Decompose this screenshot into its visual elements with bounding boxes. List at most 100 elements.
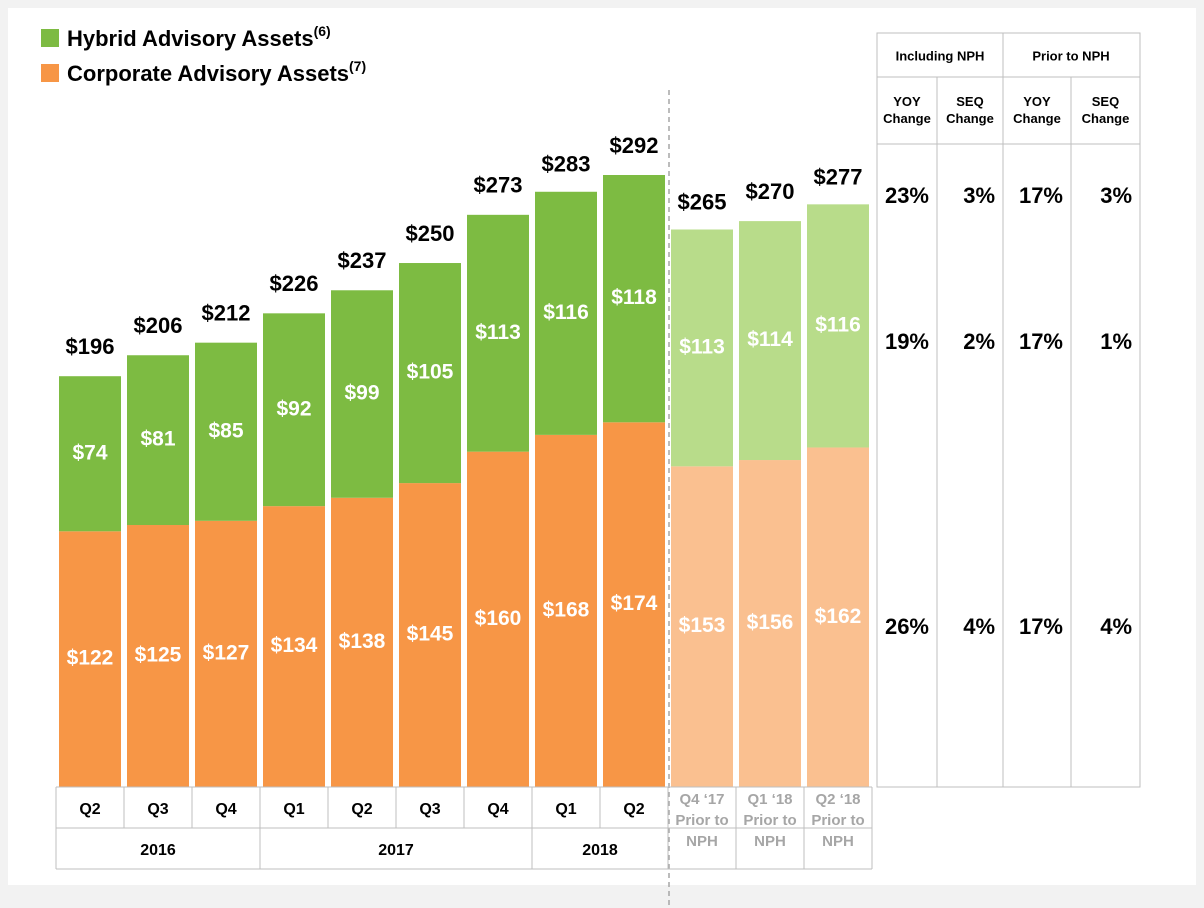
total-label: $196 bbox=[66, 334, 115, 359]
table-column: SEQ Change bbox=[1081, 94, 1130, 126]
x-tick-label: Q4 bbox=[215, 801, 236, 818]
total-label: $270 bbox=[746, 179, 795, 204]
x-tick-label: Q4 bbox=[487, 801, 508, 818]
x-tick-label: Q3 bbox=[419, 801, 440, 818]
table-column: SEQ Change bbox=[946, 94, 994, 126]
table-border bbox=[876, 32, 1141, 788]
x-tick-label-box: Q2 ‘18 Prior to NPH bbox=[811, 791, 865, 850]
table-column: YOY Change bbox=[1013, 94, 1061, 126]
legend-swatch bbox=[41, 64, 59, 82]
table-cell: 3% bbox=[963, 183, 995, 208]
bar-segment bbox=[603, 422, 665, 787]
x-tick-label: Q2 bbox=[351, 801, 372, 818]
table-cell: 4% bbox=[1100, 614, 1132, 639]
table-cell: 23% bbox=[885, 183, 929, 208]
bar-segment bbox=[739, 460, 801, 787]
value-label: $118 bbox=[611, 286, 657, 309]
value-label: $125 bbox=[135, 644, 182, 667]
value-label: $162 bbox=[815, 605, 862, 628]
x-tick-label: Q2 ‘18 Prior to NPH bbox=[811, 791, 865, 850]
bar-segment bbox=[127, 525, 189, 787]
bar-segment bbox=[467, 451, 529, 787]
x-tick-label: Q3 bbox=[147, 801, 168, 818]
value-label: $145 bbox=[407, 623, 454, 646]
legend-text: Corporate Advisory Assets bbox=[67, 61, 349, 86]
bar-segment bbox=[59, 376, 121, 532]
total-label: $250 bbox=[406, 221, 455, 246]
x-tick-label-box: Q1 ‘18 Prior to NPH bbox=[743, 791, 797, 850]
bar-segment bbox=[807, 204, 869, 448]
bar-segment bbox=[671, 466, 733, 787]
table-cell: 3% bbox=[1100, 183, 1132, 208]
table-column-box: YOY Change bbox=[883, 94, 931, 126]
bar-segment bbox=[263, 506, 325, 787]
year-label: 2018 bbox=[582, 842, 618, 859]
total-label: $237 bbox=[338, 248, 387, 273]
bar-segment bbox=[399, 483, 461, 787]
table-cell: 2% bbox=[963, 329, 995, 354]
table-column-box: SEQ Change bbox=[946, 94, 994, 126]
bar-segment bbox=[671, 229, 733, 467]
value-label: $99 bbox=[344, 382, 379, 405]
bar-segment bbox=[127, 355, 189, 526]
table-cell: 19% bbox=[885, 329, 929, 354]
table-column-box: SEQ Change bbox=[1081, 94, 1130, 126]
value-label: $174 bbox=[611, 592, 658, 615]
year-label: 2017 bbox=[378, 842, 414, 859]
table-group: Including NPH bbox=[896, 48, 985, 63]
legend-text: Hybrid Advisory Assets bbox=[67, 26, 314, 51]
table-cell: 17% bbox=[1019, 329, 1063, 354]
bar-segment bbox=[603, 175, 665, 423]
value-label: $105 bbox=[407, 361, 454, 384]
table-cell: 4% bbox=[963, 614, 995, 639]
total-label: $273 bbox=[474, 173, 523, 198]
x-tick-label: Q1 ‘18 Prior to NPH bbox=[743, 791, 797, 850]
bar-segment bbox=[399, 263, 461, 484]
value-label: $168 bbox=[543, 598, 590, 621]
legend-note: (7) bbox=[349, 58, 366, 74]
table-column: YOY Change bbox=[883, 94, 931, 126]
table-column-box: YOY Change bbox=[1013, 94, 1061, 126]
x-tick-label: Q1 bbox=[283, 801, 304, 818]
table-cell: 1% bbox=[1100, 329, 1132, 354]
bar-segment bbox=[535, 191, 597, 435]
change-table: Including NPH Prior to NPH 23% 3% 17% 3% 19%… bbox=[876, 32, 1141, 788]
bar-segment bbox=[59, 531, 121, 787]
table-group: Prior to NPH bbox=[1032, 48, 1109, 63]
x-tick-label: Q4 ‘17 Prior to NPH bbox=[675, 791, 729, 850]
bar-segment bbox=[195, 342, 257, 521]
year-label: 2016 bbox=[140, 842, 176, 859]
total-label: $226 bbox=[270, 271, 319, 296]
legend-swatch bbox=[41, 29, 59, 47]
x-tick-label: Q1 bbox=[555, 801, 576, 818]
x-tick-label: Q2 bbox=[79, 801, 100, 818]
value-label: $116 bbox=[543, 301, 589, 324]
bar-segment bbox=[739, 221, 801, 461]
value-label: $156 bbox=[747, 611, 794, 634]
value-label: $138 bbox=[339, 630, 386, 653]
total-label: $212 bbox=[202, 300, 251, 325]
value-label: $113 bbox=[475, 321, 521, 344]
bar-segment bbox=[535, 434, 597, 787]
bar-segment bbox=[263, 313, 325, 507]
value-label: $116 bbox=[815, 313, 861, 336]
bar-segment bbox=[467, 214, 529, 452]
bar-segment bbox=[807, 447, 869, 787]
value-label: $127 bbox=[203, 641, 250, 664]
total-label: $292 bbox=[610, 133, 659, 158]
table-cell: 17% bbox=[1019, 614, 1063, 639]
value-label: $81 bbox=[140, 428, 175, 451]
total-label: $283 bbox=[542, 152, 591, 177]
bar-segment bbox=[195, 520, 257, 787]
value-label: $160 bbox=[475, 607, 522, 630]
value-label: $92 bbox=[276, 397, 311, 420]
table-cell: 26% bbox=[885, 614, 929, 639]
total-label: $265 bbox=[678, 189, 727, 214]
table-cell: 17% bbox=[1019, 183, 1063, 208]
bar-segment bbox=[331, 290, 393, 498]
legend-note: (6) bbox=[314, 23, 331, 39]
value-label: $153 bbox=[679, 614, 726, 637]
value-label: $134 bbox=[271, 634, 318, 657]
total-label: $206 bbox=[134, 313, 183, 338]
